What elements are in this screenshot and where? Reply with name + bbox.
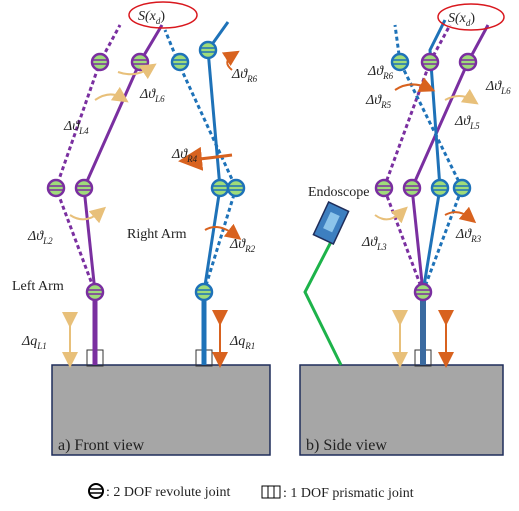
caption: b) Side view: [306, 437, 387, 454]
joint-label: ΔϑL6: [485, 79, 511, 96]
joint-label: ΔϑR3: [455, 227, 482, 244]
label-part: L3: [376, 242, 387, 252]
label-part: Δϑ: [454, 114, 471, 129]
label-part: R2: [244, 244, 255, 254]
label-part: Δϑ: [361, 235, 378, 250]
label-part: R6: [246, 74, 257, 84]
label-part: L2: [42, 236, 53, 246]
label-part: S(x: [138, 9, 157, 24]
caption: a) Front view: [58, 437, 145, 454]
label-part: Δϑ: [27, 229, 44, 244]
label-part: Δϑ: [63, 119, 80, 134]
joint-label: ΔϑR6: [231, 67, 258, 84]
legend-label: : 2 DOF revolute joint: [106, 485, 231, 500]
joint-label: ΔϑL4: [63, 119, 89, 136]
label-part: R1: [244, 341, 255, 351]
joint-label: ΔqL1: [21, 334, 47, 351]
label-part: Δϑ: [231, 67, 248, 82]
label-part: Δϑ: [171, 147, 188, 162]
joint-label: ΔϑL3: [361, 235, 387, 252]
label-part: L6: [154, 94, 165, 104]
label-part: R4: [186, 154, 197, 164]
joint-label: ΔϑL6: [139, 87, 165, 104]
label-part: L5: [469, 121, 480, 131]
target-label: S(xd): [448, 11, 475, 28]
front-view: S(xd) ΔϑL6 ΔϑR6 ΔϑL4 ΔϑR4 ΔϑL2 ΔϑR2 Righ…: [12, 2, 270, 455]
label-part: Δϑ: [485, 79, 502, 94]
label-part: Δϑ: [229, 237, 246, 252]
label-part: Δϑ: [139, 87, 156, 102]
label-part: S(x: [448, 11, 467, 26]
joint-label: ΔϑR5: [365, 93, 392, 110]
label-part: ): [470, 11, 475, 26]
joint-label: ΔϑR2: [229, 237, 256, 254]
joint-label: ΔϑL5: [454, 114, 480, 131]
endoscope-label: Endoscope: [308, 185, 369, 200]
joint-label: ΔϑL2: [27, 229, 53, 246]
label-part: Δq: [229, 334, 245, 349]
joint-label: ΔϑR4: [171, 147, 198, 164]
arm-label: Left Arm: [12, 279, 64, 294]
label-part: L4: [78, 126, 89, 136]
target-label: S(xd): [138, 9, 165, 26]
joint-label: ΔqR1: [229, 334, 255, 351]
label-part: Δq: [21, 334, 37, 349]
label-part: Δϑ: [367, 64, 384, 79]
label-part: R3: [470, 234, 481, 244]
label-part: L6: [500, 86, 511, 96]
diagram: S(xd) ΔϑL6 ΔϑR6 ΔϑL4 ΔϑR4 ΔϑL2 ΔϑR2 Righ…: [0, 0, 519, 511]
label-part: Δϑ: [455, 227, 472, 242]
legend-label: : 1 DOF prismatic joint: [283, 486, 414, 501]
label-part: Δϑ: [365, 93, 382, 108]
label-part: ): [160, 9, 165, 24]
label-part: R5: [380, 100, 391, 110]
joint-label: ΔϑR6: [367, 64, 394, 81]
arm-label: Right Arm: [127, 227, 187, 242]
side-view: S(xd) ΔϑR6 ΔϑL6 ΔϑR5 ΔϑL5 ΔϑL3 ΔϑR3 Endo…: [300, 4, 511, 455]
label-part: R6: [382, 71, 393, 81]
legend: : 2 DOF revolute joint : 1 DOF prismatic…: [89, 484, 414, 501]
label-part: L1: [36, 341, 47, 351]
